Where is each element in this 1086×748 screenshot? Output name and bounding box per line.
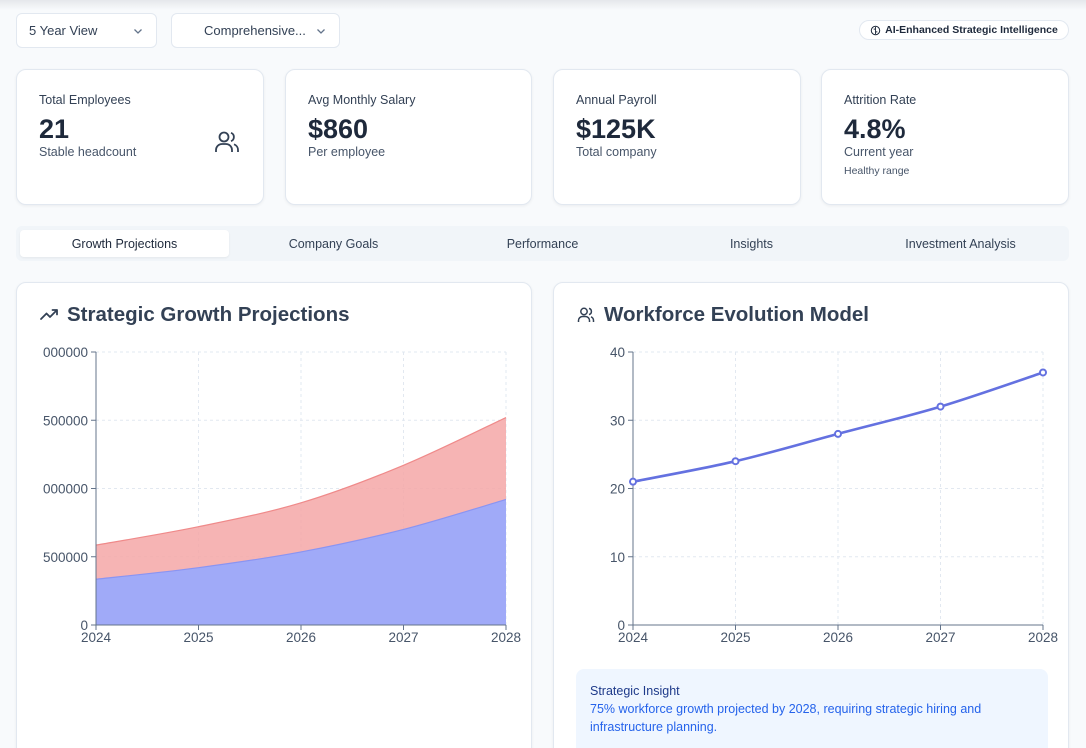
insight-text: 75% workforce growth projected by 2028, … xyxy=(590,702,982,734)
x-tick-label: 2026 xyxy=(823,630,853,645)
y-tick-label: 000000 xyxy=(43,345,88,360)
x-tick-label: 2028 xyxy=(1028,630,1058,645)
workforce-panel-title: Workforce Evolution Model xyxy=(604,303,869,326)
area-series-base xyxy=(96,499,506,625)
kpi-label: Attrition Rate xyxy=(844,93,917,107)
kpi-value: 4.8% xyxy=(844,114,906,144)
workforce-line-chart: 0 10 20 30 40 2024 2025 2026 2027 2028 xyxy=(610,345,1058,645)
strategic-insight-box: Strategic Insight 75% workforce growth p… xyxy=(576,669,1048,748)
period-select-value: 5 Year View xyxy=(29,23,98,38)
tab-insights[interactable]: Insights xyxy=(729,236,774,251)
period-select[interactable]: 5 Year View xyxy=(16,13,157,48)
y-tick-label: 20 xyxy=(610,482,625,497)
scope-select[interactable]: Comprehensive... xyxy=(171,13,340,48)
growth-panel-title: Strategic Growth Projections xyxy=(67,303,350,326)
kpi-label: Avg Monthly Salary xyxy=(308,93,416,107)
top-shadow xyxy=(0,0,1086,10)
y-tick-label: 10 xyxy=(610,550,625,565)
users-icon xyxy=(577,307,595,322)
data-point xyxy=(936,402,945,411)
kpi-value: 21 xyxy=(39,114,70,144)
kpi-sub: Stable headcount xyxy=(39,145,137,159)
panel-title: Strategic Growth Projections xyxy=(39,303,350,327)
kpi-label: Annual Payroll xyxy=(576,93,657,107)
ai-badge: AI-Enhanced Strategic Intelligence xyxy=(859,20,1069,40)
users-icon xyxy=(215,131,239,152)
kpi-card-attrition-rate: Attrition Rate 4.8% Current year Healthy… xyxy=(821,69,1069,205)
kpi-sub: Total company xyxy=(576,145,657,159)
area-series-top xyxy=(96,417,506,580)
brain-icon xyxy=(870,25,881,35)
kpi-label: Total Employees xyxy=(39,93,131,107)
kpi-sub: Current year xyxy=(844,145,914,159)
tab-growth-projections[interactable]: Growth Projections xyxy=(20,230,229,257)
kpi-note: Healthy range xyxy=(844,165,910,177)
workforce-evolution-panel: Workforce Evolution Model 0 10 20 30 40 2024 2… xyxy=(553,282,1069,748)
x-tick-label: 2024 xyxy=(618,630,649,645)
data-point xyxy=(731,457,740,466)
chevron-down-icon xyxy=(317,28,325,34)
data-point xyxy=(834,429,842,438)
y-tick-label: 0 xyxy=(617,618,625,633)
ai-badge-label: AI-Enhanced Strategic Intelligence xyxy=(885,24,1058,36)
x-tick-label: 2026 xyxy=(286,630,316,645)
kpi-value: $860 xyxy=(308,114,369,144)
kpi-card-avg-salary: Avg Monthly Salary $860 Per employee xyxy=(285,69,532,205)
scope-select-value: Comprehensive... xyxy=(204,23,306,38)
kpi-sub: Per employee xyxy=(308,145,386,159)
x-tick-label: 2025 xyxy=(720,630,750,645)
growth-area-chart: 0 500000 000000 500000 000000 2024 2025 2026 202… xyxy=(43,345,521,645)
x-tick-label: 2028 xyxy=(491,630,521,645)
y-tick-label: 40 xyxy=(610,345,625,360)
data-point xyxy=(629,477,637,486)
x-tick-label: 2027 xyxy=(925,630,955,645)
kpi-card-total-employees: Total Employees 21 Stable headcount xyxy=(16,69,264,205)
growth-projections-panel: Strategic Growth Projections 0 500000 0000… xyxy=(16,282,532,748)
y-tick-label: 500000 xyxy=(43,413,88,428)
tab-performance[interactable]: Performance xyxy=(506,236,579,251)
tab-investment-analysis[interactable]: Investment Analysis xyxy=(905,236,1016,251)
area-series-top-line xyxy=(95,416,507,546)
area-series-base-line xyxy=(95,498,507,580)
y-tick-label: 500000 xyxy=(43,550,88,565)
x-tick-label: 2024 xyxy=(81,630,112,645)
y-tick-label: 000000 xyxy=(43,482,88,497)
tab-company-goals[interactable]: Company Goals xyxy=(288,236,379,251)
kpi-value: $125K xyxy=(576,114,656,144)
insight-title: Strategic Insight xyxy=(590,684,680,698)
x-tick-label: 2025 xyxy=(183,630,213,645)
kpi-card-annual-payroll: Annual Payroll $125K Total company xyxy=(553,69,801,205)
trending-up-icon xyxy=(40,309,58,320)
y-tick-label: 0 xyxy=(80,618,88,633)
x-tick-label: 2027 xyxy=(388,630,418,645)
tab-bar: Growth Projections Company Goals Perform… xyxy=(16,226,1069,261)
panel-title: Workforce Evolution Model xyxy=(576,303,869,327)
chevron-down-icon xyxy=(134,28,142,34)
data-point xyxy=(1039,368,1047,377)
y-tick-label: 30 xyxy=(610,413,625,428)
